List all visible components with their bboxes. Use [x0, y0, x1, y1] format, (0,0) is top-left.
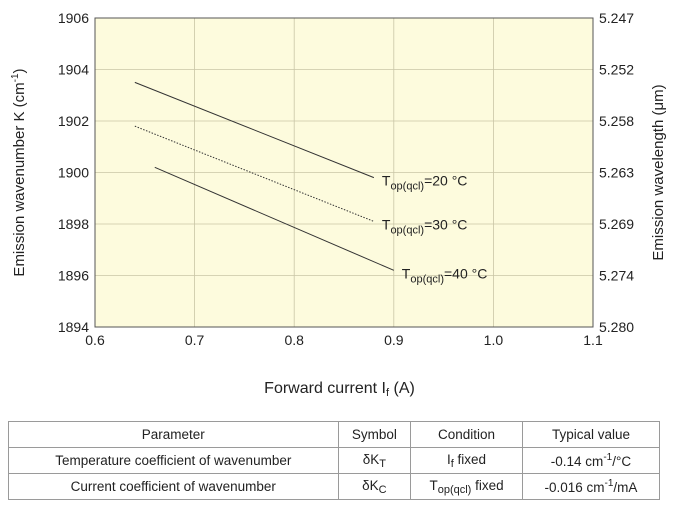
series-line-1	[134, 81, 375, 179]
y-tick-label: 1894	[58, 319, 89, 335]
x-tick-label: 0.9	[384, 332, 404, 348]
y-axis-label: Emission wavenumber K (cm-1)	[10, 68, 28, 276]
y2-axis-label: Emission wavelength (μm)	[650, 84, 667, 260]
cell-parameter: Temperature coefficient of wavenumber	[8, 447, 339, 474]
series-label-1: Top(qcl)=20 °C	[382, 173, 468, 193]
cell-condition: Top(qcl) fixed	[410, 473, 523, 500]
y-tick-label: 1898	[58, 216, 89, 232]
x-tick-label: 0.8	[284, 332, 304, 348]
y2-tick-label: 5.252	[599, 62, 634, 78]
cell-typical-value: -0.14 cm-1/°C	[521, 447, 661, 474]
y2-tick-label: 5.247	[599, 10, 634, 26]
y2-tick-label: 5.274	[599, 268, 634, 284]
x-tick-label: 1.0	[484, 332, 504, 348]
x-tick-label: 0.6	[85, 332, 105, 348]
table-row: Current coefficient of wavenumber δKC To…	[8, 473, 661, 500]
x-tick-label: 0.7	[185, 332, 205, 348]
plot-frame	[94, 17, 594, 328]
header-symbol: Symbol	[337, 421, 412, 448]
header-typical-value: Typical value	[521, 421, 661, 448]
y-tick-label: 1896	[58, 268, 89, 284]
x-axis-label: Forward current If (A)	[264, 380, 415, 399]
cell-typical-value: -0.016 cm-1/mA	[521, 473, 661, 500]
line-chart: 0.6 0.7 0.8 0.9 1.0 1.1 1894 5.280 1896 5.274 1898…	[10, 10, 667, 348]
cell-parameter: Current coefficient of wavenumber	[8, 473, 339, 500]
y-tick-label: 1904	[58, 62, 89, 78]
header-parameter: Parameter	[8, 421, 339, 448]
y2-tick-label: 5.258	[599, 113, 634, 129]
series-line-2	[134, 125, 375, 222]
y2-tick-label: 5.269	[599, 216, 634, 232]
cell-condition: If fixed	[410, 447, 523, 474]
y2-tick-label: 5.280	[599, 319, 634, 335]
table-header-row: Parameter Symbol Condition Typical value	[8, 421, 661, 448]
parameter-table: Parameter Symbol Condition Typical value…	[8, 421, 661, 500]
cell-symbol: δKT	[337, 447, 412, 474]
series-line-3	[154, 166, 394, 271]
y-tick-label: 1900	[58, 165, 89, 181]
series-label-2: Top(qcl)=30 °C	[382, 216, 468, 236]
cell-symbol: δKC	[337, 473, 412, 500]
y-tick-label: 1906	[58, 10, 89, 26]
y2-tick-label: 5.263	[599, 165, 634, 181]
y-tick-label: 1902	[58, 113, 89, 129]
table-row: Temperature coefficient of wavenumber δK…	[8, 447, 661, 474]
header-condition: Condition	[410, 421, 523, 448]
series-label-3: Top(qcl)=40 °C	[402, 265, 488, 285]
x-tick-label: 1.1	[583, 332, 603, 348]
